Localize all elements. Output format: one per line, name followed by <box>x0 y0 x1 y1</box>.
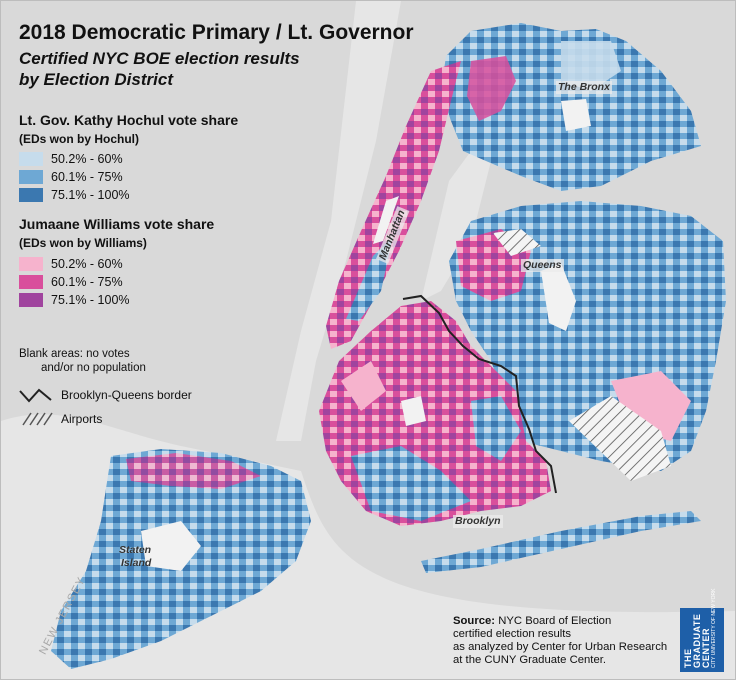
legend-hochul-heading: Lt. Gov. Kathy Hochul vote share <box>19 112 239 128</box>
map-subtitle-line-1: Certified NYC BOE election results <box>19 49 300 68</box>
source-label: Source: <box>453 615 496 627</box>
airport-laguardia <box>493 229 541 256</box>
graduate-center-logo: THE GRADUATE CENTER CITY UNIVERSITY OF N… <box>680 589 724 672</box>
border-line-icon <box>19 388 52 403</box>
legend-swatch <box>19 152 43 166</box>
legend-item-williams-75-100: 75.1% - 100% <box>19 293 130 307</box>
source-line-3: as analyzed by Center for Urban Research <box>453 641 668 653</box>
legend-item-hochul-60-75: 60.1% - 75% <box>19 170 123 184</box>
staten-island-label-line-1: Staten <box>119 544 152 556</box>
legend-item-williams-60-75: 60.1% - 75% <box>19 275 123 289</box>
logo-small-text: CITY UNIVERSITY OF NEW YORK <box>711 588 717 668</box>
legend-item-label: 60.1% - 75% <box>51 170 123 184</box>
legend-item-hochul-75-100: 75.1% - 100% <box>19 188 130 202</box>
legend-swatch <box>19 170 43 184</box>
legend-airports-label: Airports <box>61 412 103 426</box>
east-river <box>421 151 491 301</box>
source-line-1: NYC Board of Election <box>498 615 612 627</box>
blank-areas-note-line-2: and/or no population <box>41 362 146 374</box>
logo-line-3: CENTER <box>701 627 711 668</box>
blank-areas-note-line-1: Blank areas: no votes <box>19 348 130 360</box>
legend-item-label: 50.2% - 60% <box>51 152 123 166</box>
logo-text: THE GRADUATE CENTER <box>683 614 711 668</box>
legend-item-label: 50.2% - 60% <box>51 257 123 271</box>
map-title: 2018 Democratic Primary / Lt. Governor <box>19 21 414 44</box>
prospect-park-blank <box>401 396 426 426</box>
hudson-river <box>276 1 401 441</box>
legend-item-label: 60.1% - 75% <box>51 275 123 289</box>
legend-williams-heading: Jumaane Williams vote share <box>19 216 215 232</box>
legend-item-label: 75.1% - 100% <box>51 188 130 202</box>
central-park-blank <box>373 196 399 244</box>
legend-airports-item: Airports <box>19 411 102 427</box>
staten-pink-north <box>126 453 261 489</box>
airport-hatch-icon <box>22 412 53 426</box>
brooklyn-blue-south <box>351 446 471 521</box>
queens-blank-park <box>541 263 576 331</box>
bronx-park-blank <box>561 99 591 131</box>
legend-item-williams-50-60: 50.2% - 60% <box>19 257 123 271</box>
bronx-label: The Bronx <box>556 81 612 94</box>
queens-label: Queens <box>521 259 564 272</box>
rockaway-area <box>421 511 701 573</box>
source-line-2: certified election results <box>453 628 572 640</box>
legend-williams-subheading: (EDs won by Williams) <box>19 236 147 250</box>
source-credit: Source: NYC Board of Election certified … <box>453 615 667 667</box>
legend-border-label: Brooklyn-Queens border <box>61 388 192 402</box>
brooklyn-blue-east <box>471 396 521 461</box>
legend-item-label: 75.1% - 100% <box>51 293 130 307</box>
brooklyn-queens-border <box>402 294 557 494</box>
brooklyn-label: Brooklyn <box>453 515 503 528</box>
legend-border-item: Brooklyn-Queens border <box>19 387 192 403</box>
staten-island-label-line-2: Island <box>121 557 152 569</box>
source-line-4: at the CUNY Graduate Center. <box>453 654 607 666</box>
legend-hochul-subheading: (EDs won by Hochul) <box>19 132 139 146</box>
brooklyn-light-pink <box>341 361 386 411</box>
legend-swatch <box>19 257 43 271</box>
legend-swatch <box>19 275 43 289</box>
legend-swatch <box>19 293 43 307</box>
legend-item-hochul-50-60: 50.2% - 60% <box>19 152 123 166</box>
bronx-pink-patch <box>467 56 516 121</box>
legend-swatch <box>19 188 43 202</box>
staten-blank-park <box>141 521 201 571</box>
bronx-light-patch <box>561 41 621 91</box>
map-subtitle-line-2: by Election District <box>19 70 173 89</box>
airport-jfk <box>569 396 671 481</box>
